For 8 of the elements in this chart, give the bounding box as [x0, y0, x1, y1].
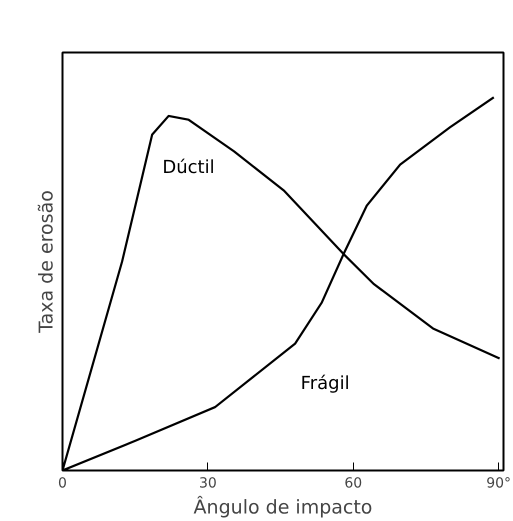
series-label: Dúctil: [162, 157, 215, 178]
x-tick-label: 30: [198, 476, 217, 492]
x-tick-label: 60: [344, 476, 362, 492]
x-tick-label: 90°: [486, 476, 512, 492]
x-tick-label: 0: [58, 476, 67, 492]
y-axis-title: Taxa de erosão: [36, 190, 58, 334]
series-label: Frágil: [300, 373, 350, 394]
x-axis-title: Ângulo de impacto: [194, 496, 372, 518]
